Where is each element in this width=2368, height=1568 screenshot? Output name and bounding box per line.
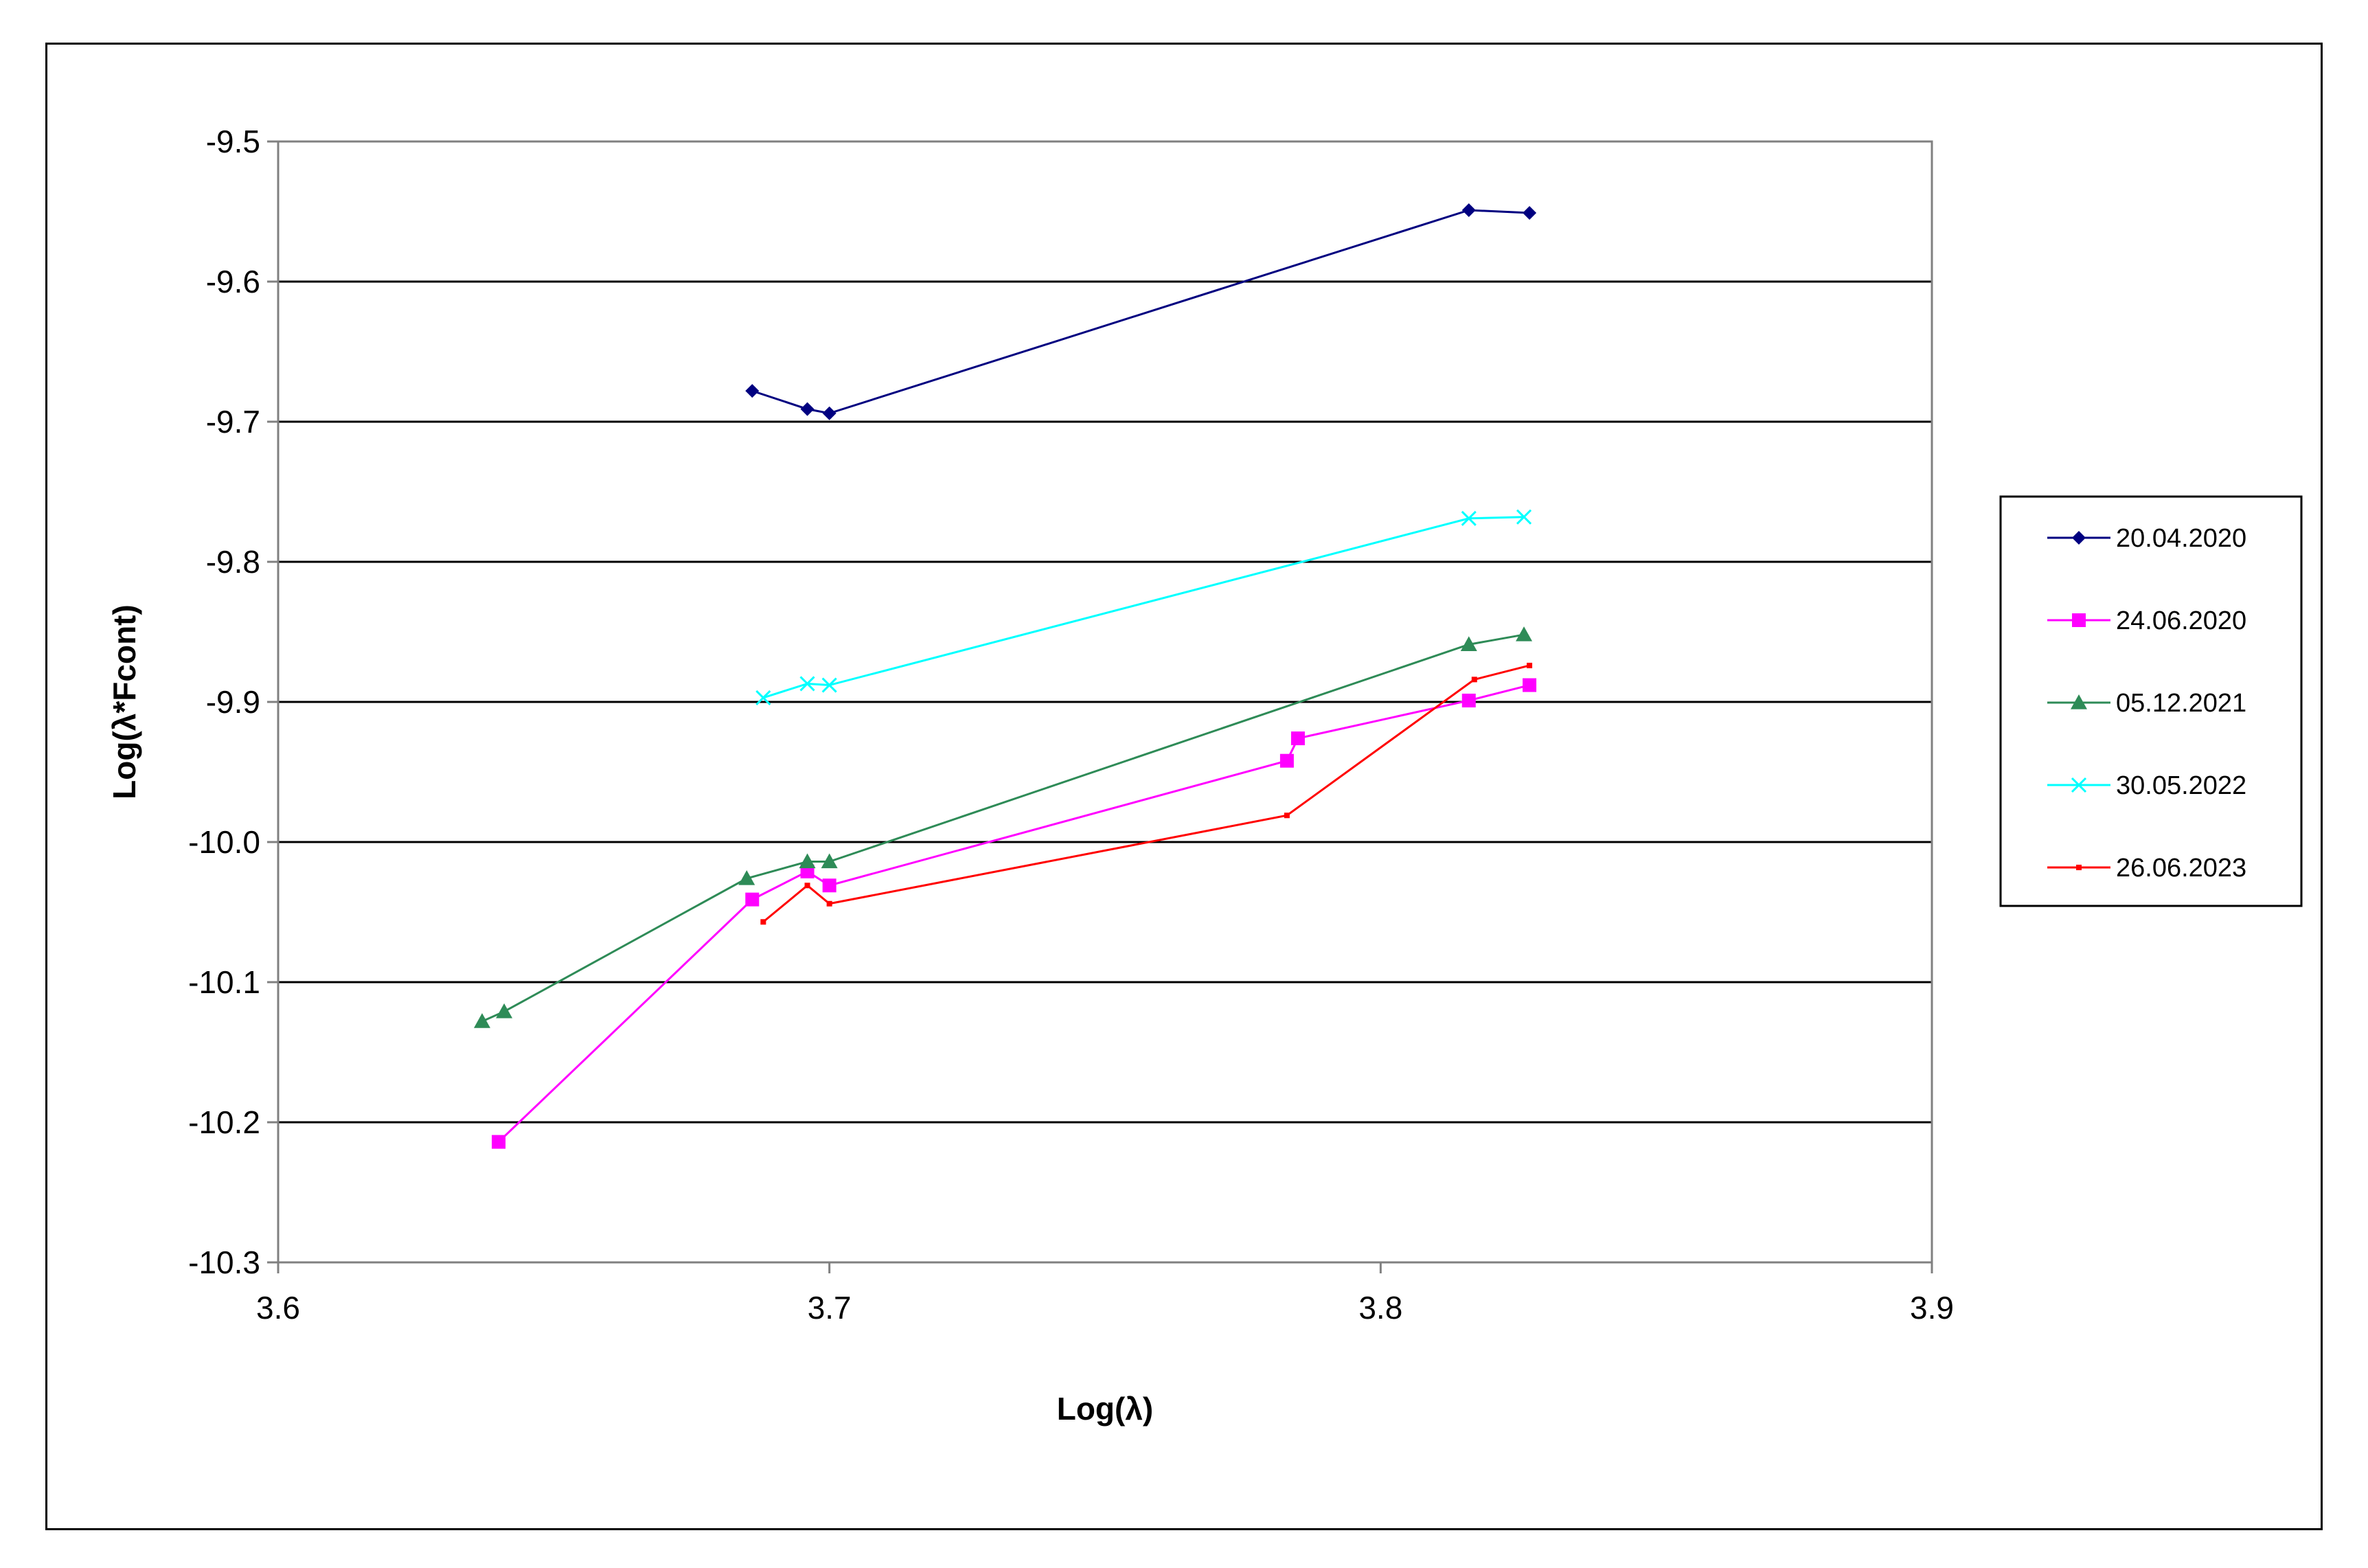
y-tick-label: -10.1	[188, 964, 260, 1000]
grid-lines	[278, 280, 1932, 1124]
legend-label: 30.05.2022	[2116, 771, 2246, 800]
x-tick-label: 3.8	[1358, 1290, 1402, 1326]
data-point	[755, 690, 771, 705]
series-line	[762, 516, 1525, 699]
series-4	[755, 509, 1532, 705]
x-tick-label: 3.7	[808, 1290, 852, 1326]
legend-marker	[2071, 694, 2087, 709]
data-point	[1461, 693, 1476, 707]
series-3	[473, 626, 1533, 1028]
legend-label: 24.06.2020	[2116, 606, 2246, 635]
legend-item: 05.12.2021	[2047, 689, 2246, 718]
data-point	[800, 402, 815, 416]
legend-marker	[2072, 531, 2086, 545]
data-point	[1523, 206, 1537, 220]
data-point	[826, 900, 832, 907]
data-point	[1279, 753, 1294, 768]
line-chart: -9.5 -9.6 -9.7 -9.8 -9.9 -10.0 -10.1 -10.2 -10.3…	[106, 124, 2303, 1427]
data-point	[799, 676, 815, 692]
series-line	[481, 633, 1525, 1023]
y-tick-label: -9.7	[206, 404, 260, 440]
legend-marker	[2072, 613, 2086, 627]
legend-item: 20.04.2020	[2047, 524, 2246, 553]
data-point	[1461, 510, 1477, 526]
data-point	[1284, 813, 1290, 819]
data-point	[1527, 662, 1533, 668]
data-point	[473, 1013, 490, 1028]
legend-marker	[2071, 777, 2087, 793]
chart-frame: -9.5 -9.6 -9.7 -9.8 -9.9 -10.0 -10.1 -10.2 -10.3…	[45, 43, 2323, 1530]
y-tick-label: -9.5	[206, 124, 260, 159]
legend-item: 26.06.2023	[2047, 854, 2246, 883]
series-line	[751, 209, 1530, 415]
series-line	[498, 684, 1530, 1143]
data-point	[821, 677, 837, 693]
y-tick-label: -10.0	[188, 824, 260, 860]
data-point	[745, 384, 760, 398]
x-tick-label: 3.6	[256, 1290, 300, 1326]
series-5	[760, 662, 1533, 925]
data-point	[496, 1003, 513, 1019]
legend-label: 05.12.2021	[2116, 689, 2246, 718]
series-line	[762, 664, 1530, 923]
data-point	[1461, 203, 1476, 217]
data-point	[745, 892, 760, 907]
y-tick-label: -10.3	[188, 1245, 260, 1280]
data-point	[804, 883, 810, 889]
series-layer	[473, 203, 1537, 1149]
y-axis-label: Log(λ*Fcont)	[106, 604, 142, 799]
legend-box	[1999, 495, 2303, 907]
legend: 20.04.2020 24.06.2020 05.12.2021 30.05.2022…	[1999, 495, 2303, 907]
x-axis-ticks: 3.6 3.7 3.8 3.9	[256, 1262, 1954, 1326]
y-tick-label: -9.9	[206, 684, 260, 720]
y-tick-label: -9.8	[206, 544, 260, 580]
data-point	[821, 853, 838, 869]
data-point	[1471, 677, 1477, 683]
legend-label: 26.06.2023	[2116, 854, 2246, 883]
legend-marker	[2076, 865, 2082, 870]
data-point	[1516, 626, 1533, 641]
data-point	[1516, 509, 1532, 525]
data-point	[1290, 731, 1305, 746]
data-point	[760, 919, 766, 925]
legend-item: 24.06.2020	[2047, 606, 2246, 635]
y-axis-ticks: -9.5 -9.6 -9.7 -9.8 -9.9 -10.0 -10.1 -10.2 -10.3	[188, 124, 278, 1280]
data-point	[799, 853, 816, 869]
data-point	[738, 870, 755, 885]
data-point	[1460, 636, 1477, 651]
data-point	[492, 1135, 506, 1149]
data-point	[1523, 678, 1537, 692]
legend-item: 30.05.2022	[2047, 771, 2246, 800]
series-1	[745, 203, 1537, 420]
y-tick-label: -10.2	[188, 1104, 260, 1140]
data-point	[822, 878, 836, 893]
data-point	[822, 406, 836, 420]
y-tick-label: -9.6	[206, 264, 260, 299]
x-axis-label: Log(λ)	[1057, 1391, 1154, 1427]
legend-label: 20.04.2020	[2116, 524, 2246, 553]
x-tick-label: 3.9	[1910, 1290, 1954, 1326]
